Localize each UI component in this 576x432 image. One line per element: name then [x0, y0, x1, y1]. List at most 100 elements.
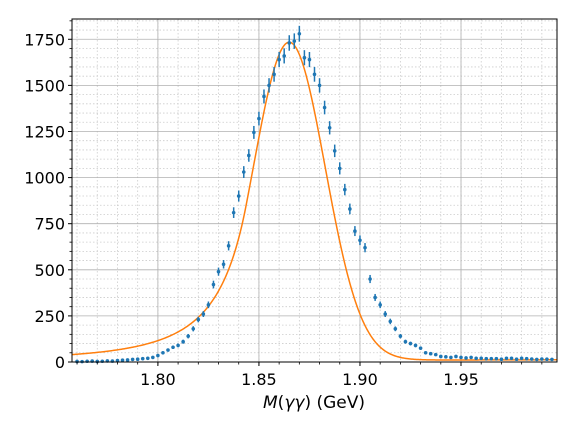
- data-point: [247, 153, 251, 158]
- data-point: [413, 343, 418, 348]
- data-point: [135, 357, 140, 362]
- data-point: [297, 31, 302, 36]
- y-tick-label: 500: [34, 261, 65, 280]
- data-point: [312, 72, 317, 77]
- data-point: [317, 83, 322, 88]
- data-point: [514, 357, 519, 362]
- y-tick-label: 1500: [24, 76, 65, 95]
- data-point: [332, 149, 337, 153]
- data-point: [226, 244, 231, 248]
- data-point: [428, 351, 433, 356]
- y-tick-label: 0: [55, 353, 65, 372]
- data-point: [358, 238, 362, 243]
- data-point: [373, 295, 377, 300]
- data-point: [186, 334, 190, 338]
- data-point: [161, 350, 165, 355]
- data-point: [540, 357, 544, 361]
- data-point: [363, 245, 367, 250]
- x-tick-label: 1.90: [342, 370, 378, 389]
- y-tick-label: 250: [34, 307, 65, 326]
- data-point: [439, 354, 443, 359]
- x-tick-label: 1.80: [140, 370, 176, 389]
- data-points-layer: [75, 25, 554, 364]
- data-point: [550, 357, 554, 362]
- data-point: [267, 83, 271, 88]
- data-point: [201, 312, 206, 316]
- data-point: [524, 356, 529, 361]
- data-point: [292, 39, 297, 43]
- data-point: [191, 327, 196, 331]
- data-point: [479, 356, 484, 361]
- data-point: [499, 357, 504, 362]
- y-tick-label: 1250: [24, 122, 65, 141]
- data-point: [418, 346, 423, 350]
- data-point: [272, 72, 276, 77]
- data-point: [393, 327, 398, 331]
- data-point: [423, 350, 428, 355]
- data-point: [282, 54, 286, 58]
- data-point: [504, 356, 509, 361]
- x-tick-label: 1.95: [443, 370, 479, 389]
- data-point: [151, 355, 155, 360]
- data-point: [262, 94, 266, 99]
- data-point: [171, 345, 175, 350]
- y-tick-label: 1750: [24, 30, 65, 49]
- data-point: [519, 356, 524, 361]
- data-point: [464, 356, 468, 360]
- data-point: [176, 343, 180, 348]
- data-point: [206, 303, 211, 307]
- data-point: [337, 166, 342, 171]
- data-point: [353, 229, 357, 233]
- data-point: [115, 358, 120, 363]
- data-point: [403, 339, 408, 344]
- data-point: [221, 262, 226, 267]
- data-point: [368, 277, 372, 281]
- data-point: [398, 334, 403, 338]
- data-point: [277, 57, 281, 62]
- data-point: [216, 269, 221, 274]
- data-point: [166, 348, 170, 352]
- x-axis-label-unit: ) (GeV): [304, 393, 365, 413]
- axis-ticks: 1.80 1.85 1.90 1.95 0 250 500 750 1000 1250 1500 17…: [24, 20, 543, 389]
- x-axis-label-photons: γγ: [284, 393, 305, 413]
- major-grid: [72, 19, 557, 362]
- data-point: [509, 356, 514, 361]
- data-point: [433, 352, 438, 357]
- y-tick-label: 750: [34, 215, 65, 234]
- data-point: [383, 312, 388, 316]
- data-point: [449, 355, 453, 360]
- data-point: [252, 130, 256, 135]
- data-point: [130, 357, 135, 362]
- data-point: [474, 356, 478, 361]
- data-point: [236, 194, 241, 198]
- data-point: [489, 356, 494, 361]
- data-point: [287, 41, 292, 45]
- data-point: [196, 317, 201, 322]
- data-point: [408, 341, 413, 346]
- data-point: [484, 356, 489, 361]
- data-point: [140, 356, 145, 361]
- data-point: [469, 355, 473, 360]
- x-axis-label: M(γγ) (GeV): [263, 393, 365, 413]
- data-point: [307, 57, 312, 62]
- data-point: [120, 358, 125, 362]
- plot-frame: [71, 18, 558, 363]
- data-point: [181, 339, 185, 344]
- data-point: [211, 282, 216, 287]
- data-point: [459, 355, 463, 360]
- data-point: [348, 207, 352, 211]
- x-axis-label-symbol: M: [263, 393, 278, 413]
- data-point: [125, 358, 130, 362]
- data-point: [444, 355, 448, 359]
- data-point: [545, 357, 549, 362]
- data-point: [241, 170, 246, 174]
- data-point: [378, 303, 382, 307]
- data-point: [257, 116, 261, 121]
- data-point: [85, 359, 89, 364]
- data-point: [327, 126, 332, 130]
- data-point: [156, 353, 160, 358]
- data-point: [529, 357, 534, 361]
- data-point: [388, 319, 393, 324]
